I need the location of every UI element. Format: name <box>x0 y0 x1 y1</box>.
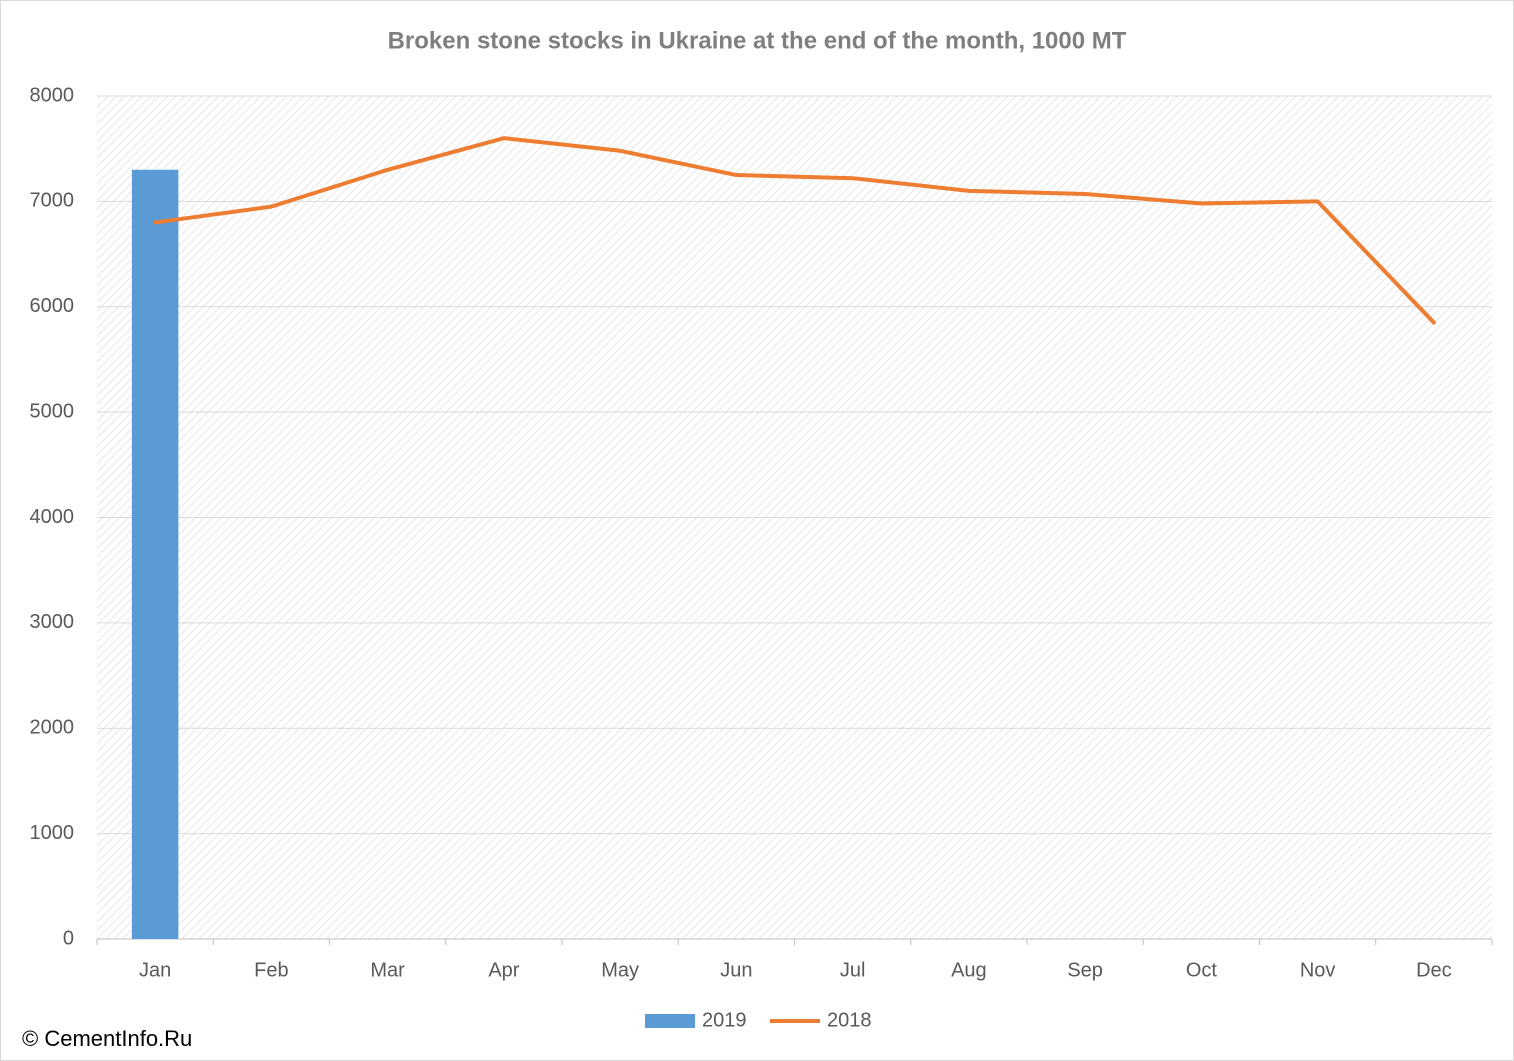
y-tick-label: 1000 <box>30 822 75 844</box>
legend-label: 2019 <box>702 1009 747 1031</box>
x-tick-label: Sep <box>1067 959 1103 981</box>
x-tick-label: Nov <box>1300 959 1336 981</box>
line <box>153 136 1436 325</box>
y-tick-label: 2000 <box>30 717 75 739</box>
x-tick-label: Jan <box>139 959 171 981</box>
x-tick-label: Feb <box>254 959 288 981</box>
x-tick-label: Jun <box>720 959 752 981</box>
y-tick-label: 5000 <box>30 400 75 422</box>
x-tick-label: Oct <box>1186 959 1218 981</box>
y-tick-label: 8000 <box>30 84 75 106</box>
x-tick-label: Aug <box>951 959 987 981</box>
x-tick-label: Jul <box>840 959 866 981</box>
x-tick-label: Mar <box>370 959 405 981</box>
source: © CementInfo.Ru <box>22 1026 192 1051</box>
legend-label: 2018 <box>827 1009 872 1031</box>
legend-swatch <box>645 1014 695 1028</box>
bar <box>131 169 179 939</box>
x-tick-label: Dec <box>1416 959 1452 981</box>
y-tick-label: 4000 <box>30 506 75 528</box>
y-tick-label: 0 <box>63 927 74 949</box>
x-tick-label: Apr <box>488 959 519 981</box>
y-tick-label: 3000 <box>30 611 75 633</box>
chart-title: Broken stone stocks in Ukraine at the en… <box>388 27 1127 54</box>
x-tick-label: May <box>601 959 639 981</box>
y-tick-label: 6000 <box>30 295 75 317</box>
y-tick-label: 7000 <box>30 190 75 212</box>
